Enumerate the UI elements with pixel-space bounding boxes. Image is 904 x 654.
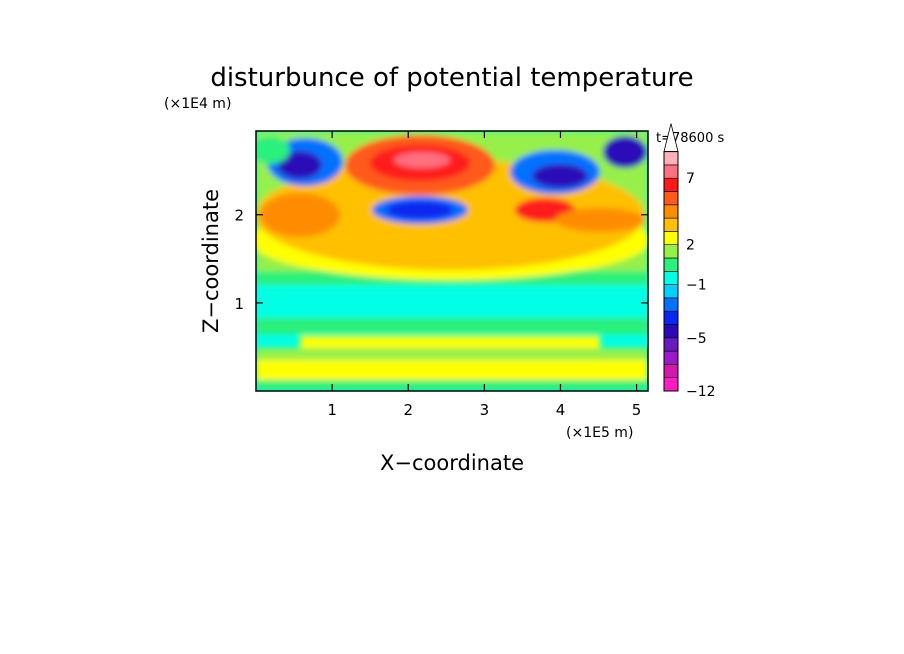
colorbar-swatch bbox=[663, 324, 679, 339]
colorbar-swatch bbox=[663, 257, 679, 272]
colorbar-swatch bbox=[663, 377, 679, 392]
colorbar-swatch bbox=[663, 191, 679, 206]
colorbar-tick-label: −1 bbox=[686, 278, 707, 294]
chart-title: disturbunce of potential temperature bbox=[210, 63, 693, 93]
x-tick-label: 1 bbox=[327, 401, 337, 419]
colorbar-swatch bbox=[663, 337, 679, 352]
x-axis-label: X−coordinate bbox=[380, 451, 524, 475]
y-axis-label: Z−coordinate bbox=[199, 189, 223, 333]
colorbar-swatch bbox=[663, 350, 679, 365]
x-tick-label: 2 bbox=[403, 401, 413, 419]
colorbar-swatch bbox=[663, 204, 679, 219]
colorbar-swatch bbox=[663, 270, 679, 285]
x-unit-label: (×1E5 m) bbox=[566, 425, 633, 441]
y-tick-label: 2 bbox=[234, 207, 244, 225]
colorbar-swatch bbox=[663, 164, 679, 179]
y-unit-label: (×1E4 m) bbox=[164, 96, 231, 112]
contour-field bbox=[256, 131, 648, 391]
colorbar-swatch bbox=[663, 284, 679, 299]
colorbar: −12−5−127 bbox=[663, 123, 716, 400]
colorbar-tick-label: 7 bbox=[686, 171, 695, 187]
y-axis-ticks: 12 bbox=[234, 207, 648, 313]
colorbar-swatch bbox=[663, 244, 679, 259]
x-tick-label: 3 bbox=[480, 401, 490, 419]
colorbar-swatch bbox=[663, 177, 679, 192]
x-tick-label: 4 bbox=[556, 401, 566, 419]
colorbar-swatch bbox=[663, 310, 679, 325]
colorbar-swatch bbox=[663, 231, 679, 245]
colorbar-swatch bbox=[663, 151, 679, 166]
colorbar-tick-label: −5 bbox=[686, 331, 707, 347]
colorbar-swatch bbox=[663, 364, 679, 378]
colorbar-tick-label: −12 bbox=[686, 384, 716, 400]
x-axis-ticks: 1 2 3 4 5 bbox=[327, 131, 641, 419]
plot-frame bbox=[255, 130, 649, 392]
colorbar-swatch bbox=[663, 297, 679, 312]
y-tick-label: 1 bbox=[234, 295, 244, 313]
x-tick-label: 5 bbox=[632, 401, 642, 419]
colorbar-swatch bbox=[663, 217, 679, 232]
colorbar-frame bbox=[663, 151, 679, 392]
colorbar-tick-label: 2 bbox=[686, 238, 695, 254]
